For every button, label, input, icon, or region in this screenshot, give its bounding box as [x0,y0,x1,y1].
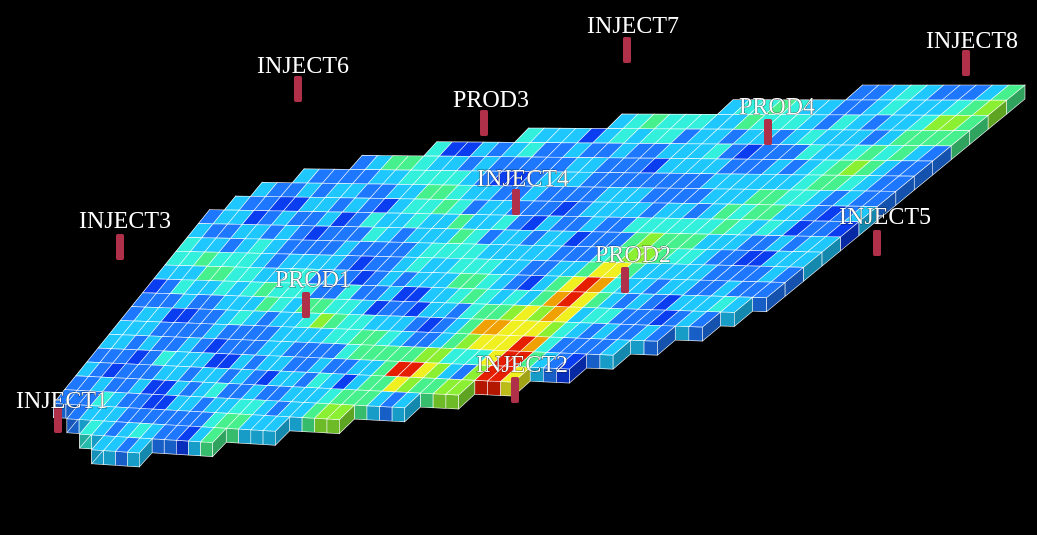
well-label: INJECT3 [79,208,171,234]
grid-cell [199,427,227,443]
well-marker[interactable] [623,37,631,63]
grid-cell-side [366,405,380,421]
grid-cell-side [238,428,252,445]
grid-cell-side [674,325,690,341]
grid-cell-side [354,404,368,421]
well-label: INJECT2 [476,352,568,378]
grid-cell-side [752,296,767,313]
well-inject7[interactable]: INJECT7 [587,13,679,63]
well-label: PROD4 [739,94,815,120]
grid-cell-side [115,451,128,467]
grid-cell-side [250,429,264,445]
grid-cell [499,366,531,383]
well-label: INJECT1 [16,388,108,414]
well-marker[interactable] [873,230,881,256]
grid-cell-side [127,451,140,468]
well-prod2[interactable]: PROD2 [595,242,671,293]
well-prod1[interactable]: PROD1 [275,267,351,318]
well-prod3[interactable]: PROD3 [453,87,529,136]
grid-cell-side [289,416,303,432]
grid-cell-side [262,430,276,446]
grid-cell-side [151,438,165,454]
well-inject8[interactable]: INJECT8 [926,28,1018,76]
well-label: INJECT8 [926,28,1018,54]
grid-cell-side [643,340,658,356]
grid-cell [326,404,356,420]
well-label: INJECT7 [587,13,679,39]
well-inject3[interactable]: INJECT3 [79,208,171,260]
well-marker[interactable] [116,234,124,260]
well-marker[interactable] [512,189,520,215]
grid-cell [599,339,632,356]
well-marker[interactable] [962,50,970,76]
grid-cell-side [225,428,239,444]
grid-cell-side [432,393,447,409]
grid-cell [555,353,588,370]
grid-cell [445,379,476,396]
grid-cells [52,84,1026,468]
grid-cell-side [599,354,614,370]
grid-cell-side [391,406,406,423]
grid-cell-side [176,440,189,456]
well-marker[interactable] [54,407,62,433]
grid-cell-side [200,441,213,457]
well-marker[interactable] [764,119,772,145]
grid-cell [262,415,291,432]
well-prod4[interactable]: PROD4 [739,94,815,145]
well-label: INJECT5 [839,204,931,230]
grid-cell-side [301,417,315,433]
wells: INJECT1 INJECT2 INJECT3 INJECT4 INJECT5 INJEC… [16,13,1018,433]
grid-cell-side [379,406,393,422]
grid-cell [719,296,754,313]
grid-cell-side [720,311,735,327]
well-inject4[interactable]: INJECT4 [477,166,569,215]
well-label: PROD3 [453,87,529,113]
grid-cell-side [487,380,501,396]
grid-cell-side [188,440,201,457]
well-marker[interactable] [621,267,629,293]
grid-cell-side [314,417,328,434]
grid-cell [126,437,153,454]
well-inject5[interactable]: INJECT5 [839,204,931,256]
grid-cell-side [630,339,645,355]
grid-cell-side [586,353,601,369]
grid-cell-side [163,439,177,455]
well-label: INJECT6 [257,53,349,79]
well-label: PROD1 [275,267,351,293]
well-inject1[interactable]: INJECT1 [16,388,108,433]
grid-cell-side [420,392,434,409]
grid-cell [643,325,677,342]
grid-cell-side [103,450,116,466]
grid-cell-side [688,326,703,342]
well-marker[interactable] [294,76,302,102]
grid-cell [688,311,722,328]
well-marker[interactable] [302,292,310,318]
grid-cell-side [445,394,459,410]
well-inject2[interactable]: INJECT2 [476,352,568,403]
well-marker[interactable] [480,110,488,136]
grid-cell-side [326,418,340,434]
well-label: INJECT4 [477,166,569,192]
grid-cell [391,392,422,409]
well-label: PROD2 [595,242,671,268]
well-marker[interactable] [511,377,519,403]
grid-cell [751,281,786,298]
well-inject6[interactable]: INJECT6 [257,53,349,102]
grid-cell-side [474,379,489,396]
